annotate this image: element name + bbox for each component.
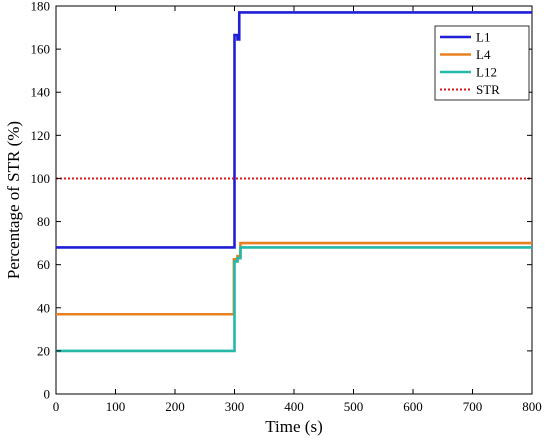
x-tick-label: 500 bbox=[344, 399, 364, 414]
x-tick-label: 300 bbox=[225, 399, 245, 414]
y-axis-title: Percentage of STR (%) bbox=[4, 121, 23, 279]
x-tick-label: 100 bbox=[106, 399, 126, 414]
x-tick-label: 600 bbox=[403, 399, 423, 414]
legend-label-l12: L12 bbox=[476, 65, 497, 80]
x-tick-label: 700 bbox=[463, 399, 483, 414]
x-tick-label: 200 bbox=[165, 399, 185, 414]
y-tick-label: 100 bbox=[31, 171, 51, 186]
x-axis-title: Time (s) bbox=[265, 417, 322, 436]
y-tick-label: 180 bbox=[31, 0, 51, 14]
y-tick-label: 60 bbox=[37, 257, 50, 272]
x-tick-label: 0 bbox=[53, 399, 60, 414]
y-tick-label: 80 bbox=[37, 214, 50, 229]
x-tick-label: 800 bbox=[522, 399, 542, 414]
y-tick-label: 140 bbox=[31, 85, 51, 100]
series-layer bbox=[56, 11, 532, 353]
y-tick-label: 120 bbox=[31, 128, 51, 143]
y-tick-label: 40 bbox=[37, 300, 50, 315]
y-tick-label: 160 bbox=[31, 42, 51, 57]
y-tick-label: 0 bbox=[44, 387, 51, 402]
series-line-l1 bbox=[56, 11, 532, 249]
legend-label-l1: L1 bbox=[476, 30, 490, 45]
series-line-l12 bbox=[56, 246, 532, 353]
legend-label-l4: L4 bbox=[476, 47, 491, 62]
legend-label-str: STR bbox=[476, 82, 500, 97]
legend-box bbox=[434, 25, 530, 101]
legend: L1 L4 L12 STR bbox=[434, 25, 530, 101]
x-tick-label: 400 bbox=[284, 399, 304, 414]
y-tick-label: 20 bbox=[37, 343, 50, 358]
ticks-layer: 0 100 200 300 400 500 600 700 800 0 20 40 60 80 100 120… bbox=[31, 0, 542, 414]
